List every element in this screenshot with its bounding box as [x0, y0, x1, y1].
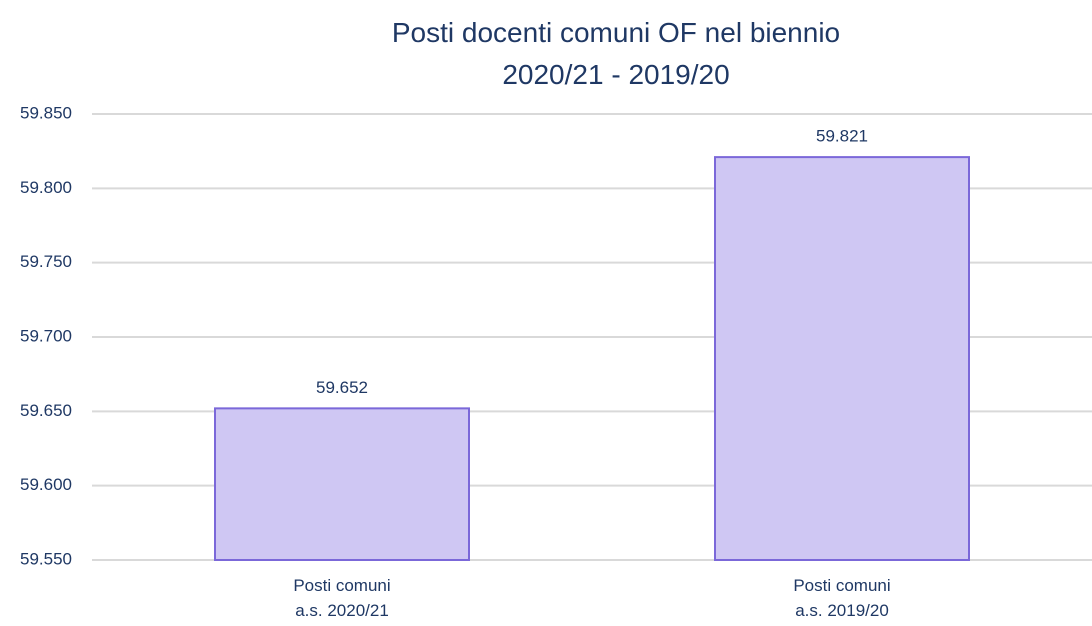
y-tick-label: 59.650	[20, 401, 72, 420]
x-tick-label: Posti comuni a.s. 2020/21	[293, 576, 391, 620]
data-label: 59.821	[816, 127, 868, 146]
chart-title: Posti docenti comuni OF nel biennio 2020…	[391, 17, 841, 90]
x-tick-label: Posti comuni a.s. 2019/20	[793, 576, 891, 620]
bar	[714, 156, 970, 561]
y-tick-label: 59.700	[20, 326, 72, 345]
data-label: 59.652	[316, 378, 368, 397]
bar	[214, 407, 470, 561]
y-tick-label: 59.850	[20, 103, 72, 122]
y-tick-label: 59.550	[20, 549, 72, 568]
y-tick-label: 59.600	[20, 475, 72, 494]
y-tick-label: 59.750	[20, 252, 72, 271]
y-tick-label: 59.800	[20, 178, 72, 197]
